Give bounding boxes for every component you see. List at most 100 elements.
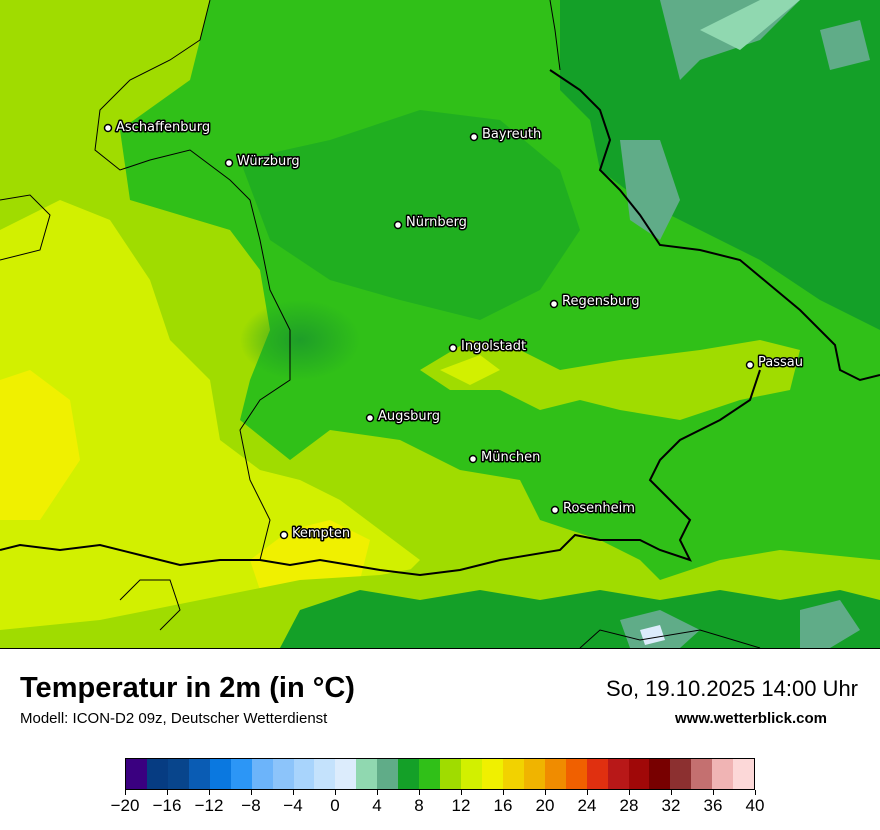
city-label: Augsburg <box>378 409 440 424</box>
legend-tick <box>167 790 168 795</box>
city-label: Würzburg <box>237 154 300 169</box>
city-regensburg: Regensburg <box>549 293 641 311</box>
legend-tick <box>125 790 126 795</box>
city-dot <box>550 505 560 515</box>
legend-tick-label: 36 <box>703 796 723 815</box>
legend-swatch <box>607 759 629 789</box>
legend-swatch <box>146 759 168 789</box>
city-ingolstadt: Ingolstadt <box>448 338 528 356</box>
border-bw <box>94 0 291 561</box>
legend-swatch <box>398 759 420 789</box>
legend-swatch <box>209 759 231 789</box>
border-czech <box>549 69 880 382</box>
city-dot <box>279 530 289 540</box>
legend-tick-label: 12 <box>451 796 471 815</box>
legend-swatch <box>314 759 336 789</box>
legend-swatch <box>230 759 252 789</box>
legend-tick-label: 0 <box>330 796 340 815</box>
city-label: Aschaffenburg <box>116 120 210 135</box>
legend-tick <box>335 790 336 795</box>
legend-swatch <box>481 759 503 789</box>
legend-tick <box>545 790 546 795</box>
city-dot <box>103 123 113 133</box>
website-label: www.wetterblick.com <box>675 710 827 727</box>
cool-spot-central <box>240 300 360 380</box>
legend-swatch <box>293 759 315 789</box>
legend-swatch <box>377 759 399 789</box>
warm-zone-southwest <box>0 200 420 630</box>
city-dot <box>224 158 234 168</box>
legend-tick-label: 24 <box>577 796 597 815</box>
border-west <box>0 194 51 261</box>
legend-swatch <box>461 759 482 789</box>
legend-swatch <box>167 759 189 789</box>
border-tyrol <box>579 629 761 649</box>
city-label: Bayreuth <box>482 127 541 142</box>
legend-swatch <box>586 759 608 789</box>
legend-swatch <box>440 759 461 789</box>
city-dot <box>393 220 403 230</box>
temperature-map: Aschaffenburg Bayreuth Würzburg Nürnberg… <box>0 0 880 649</box>
color-legend <box>125 758 755 790</box>
legend-tick <box>251 790 252 795</box>
alps-cold-2 <box>800 600 860 648</box>
warm-band-ingolstadt <box>440 355 500 385</box>
city-label: München <box>481 450 540 465</box>
legend-tick <box>461 790 462 795</box>
legend-tick <box>293 790 294 795</box>
city-kempten: Kempten <box>279 525 352 543</box>
city-dot <box>468 454 478 464</box>
legend-tick-label: 32 <box>661 796 681 815</box>
legend-swatch <box>335 759 357 789</box>
border-austria <box>0 369 761 577</box>
legend-swatch <box>126 759 147 789</box>
city-dot <box>549 299 559 309</box>
legend-ticks: −20 −16 −12 −8 −4 0 4 8 12 16 20 24 28 32 36 40 <box>111 790 764 830</box>
legend-swatch <box>565 759 587 789</box>
legend-swatch <box>251 759 273 789</box>
forecast-datetime: So, 19.10.2025 14:00 Uhr <box>606 676 858 701</box>
legend-swatch <box>188 759 210 789</box>
legend-tick-label: 4 <box>372 796 382 815</box>
city-wuerzburg: Würzburg <box>224 153 301 171</box>
cool-zone-franconia <box>240 110 580 320</box>
legend-swatch <box>712 759 734 789</box>
border-switzerland <box>119 579 181 631</box>
city-markers: Aschaffenburg Bayreuth Würzburg Nürnberg… <box>103 119 804 543</box>
map-canvas: Aschaffenburg Bayreuth Würzburg Nürnberg… <box>0 0 880 649</box>
city-passau: Passau <box>745 354 804 372</box>
legend-tick <box>755 790 756 795</box>
legend-swatch <box>356 759 378 789</box>
city-augsburg: Augsburg <box>365 408 442 426</box>
legend-tick <box>713 790 714 795</box>
legend-swatch <box>502 759 524 789</box>
border-thuringia <box>549 0 561 71</box>
legend-tick <box>629 790 630 795</box>
city-aschaffenburg: Aschaffenburg <box>103 119 212 137</box>
city-muenchen: München <box>468 449 542 467</box>
legend-tick-label: −20 <box>110 796 140 815</box>
legend-swatch <box>523 759 545 789</box>
legend-tick-label: 40 <box>745 796 765 815</box>
legend-tick-label: −16 <box>152 796 182 815</box>
legend-tick-label: 8 <box>414 796 424 815</box>
alps-cool <box>280 590 880 648</box>
map-title: Temperatur in 2m (in °C) <box>20 672 355 704</box>
mountain-cold-3 <box>700 0 800 50</box>
legend-swatch <box>628 759 650 789</box>
mountain-cold-4 <box>820 20 870 70</box>
legend-swatch <box>670 759 692 789</box>
legend-tick <box>209 790 210 795</box>
city-label: Rosenheim <box>563 501 635 516</box>
warm-band-danube <box>420 340 800 420</box>
city-label: Nürnberg <box>406 215 467 230</box>
legend-tick-label: 28 <box>619 796 639 815</box>
city-dot <box>745 360 755 370</box>
city-label: Ingolstadt <box>461 339 526 354</box>
legend-swatch <box>733 759 755 789</box>
city-dot <box>448 343 458 353</box>
legend-tick <box>587 790 588 795</box>
cool-zone-northeast <box>560 0 880 330</box>
mountain-cold-1 <box>620 140 680 240</box>
legend-swatch <box>272 759 294 789</box>
